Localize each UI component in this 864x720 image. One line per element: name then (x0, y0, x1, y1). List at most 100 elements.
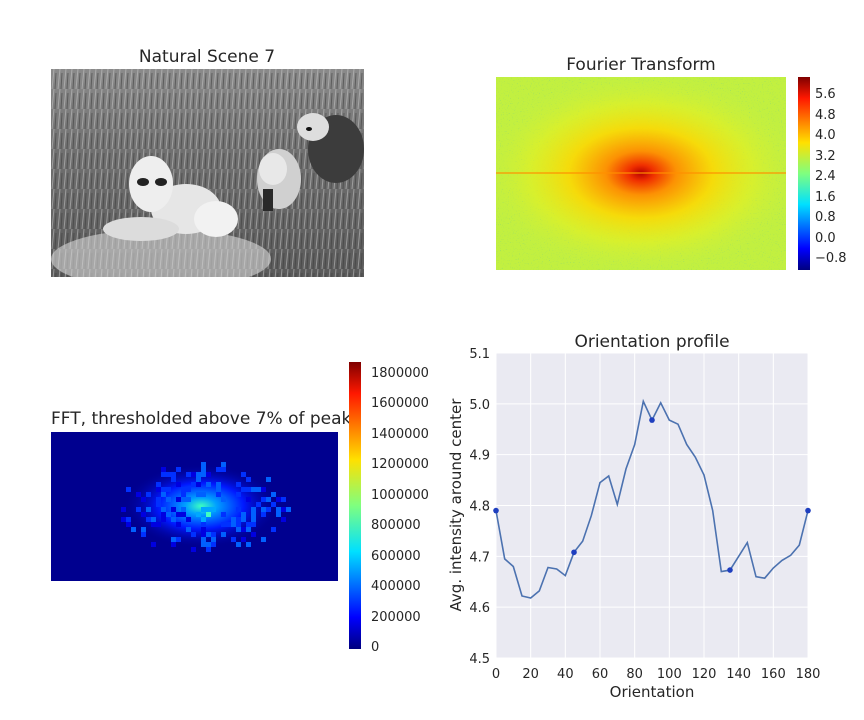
fft_threshold-colorbar-tick: 400000 (371, 579, 421, 595)
fft-cell (201, 462, 206, 467)
y-tick-label: 4.8 (469, 500, 490, 515)
fft-cell (121, 507, 126, 512)
y-tick-label: 5.1 (469, 347, 490, 362)
fft-cell (166, 497, 171, 502)
x-tick-label: 120 (692, 667, 717, 682)
fft-cell (196, 492, 201, 497)
fft-cell (221, 512, 226, 517)
fourier-colorbar-tick: 0.0 (815, 230, 836, 246)
fft-cell (206, 547, 211, 552)
fft-cell (161, 512, 166, 517)
fft-cell (231, 517, 236, 522)
fft-cell (241, 517, 246, 522)
fft-threshold-heatmap (51, 432, 338, 581)
fft-cell (211, 507, 216, 512)
fft_threshold-colorbar-tick: 1000000 (371, 487, 429, 503)
fft-cell (261, 507, 266, 512)
x-tick-label: 0 (492, 667, 500, 682)
orientation-marker (649, 417, 655, 423)
fft-cell (166, 512, 171, 517)
fft-cell (201, 517, 206, 522)
fft-cell (201, 527, 206, 532)
fft-cell (176, 467, 181, 472)
grid-lines (495, 352, 809, 659)
fft-cell (221, 467, 226, 472)
x-tick-label: 100 (657, 667, 682, 682)
fft-cell (231, 537, 236, 542)
fft-cell (221, 497, 226, 502)
fft-cell (196, 482, 201, 487)
fft-cell (246, 497, 251, 502)
fft-cell (176, 482, 181, 487)
fourier-colorbar-tick: 1.6 (815, 189, 836, 205)
fourier-colorbar (798, 77, 810, 270)
fft-cell (271, 492, 276, 497)
y-tick-label: 4.5 (469, 652, 490, 667)
fft-cell (221, 522, 226, 527)
fft-cell (241, 512, 246, 517)
fft-cell (191, 532, 196, 537)
orientation-marker (805, 507, 811, 514)
y-tick-label: 4.6 (469, 601, 490, 616)
fft-cell (191, 482, 196, 487)
fft-cell (206, 512, 211, 517)
fft-cell (276, 497, 281, 502)
fft-cell (166, 487, 171, 492)
fft-cell (211, 542, 216, 547)
fft-cell (206, 507, 211, 512)
y-tick-label: 5.0 (469, 398, 490, 413)
fft-cell (141, 532, 146, 537)
fft-cell (256, 487, 261, 492)
x-tick-label: 80 (626, 667, 643, 682)
fft-cell (131, 527, 136, 532)
fft-cell (146, 517, 151, 522)
fft-cell (246, 487, 251, 492)
fft-cell (141, 497, 146, 502)
fft-cell (191, 547, 196, 552)
orientation-marker (493, 507, 499, 514)
fft-cell (156, 522, 161, 527)
fourier-title: Fourier Transform (566, 55, 716, 75)
fourier-colorbar-tick: 4.8 (815, 107, 836, 123)
fft-cell (176, 497, 181, 502)
fft-cell (266, 507, 271, 512)
fft-cell (216, 467, 221, 472)
fft-cell (181, 492, 186, 497)
orientation-chart-title: Orientation profile (574, 332, 729, 352)
fft-cell (236, 492, 241, 497)
fft-cell (271, 502, 276, 507)
fft-cell (156, 487, 161, 492)
fft-cell (201, 472, 206, 477)
fft-cell (126, 517, 131, 522)
fft-cell (206, 482, 211, 487)
fft-cell (151, 517, 156, 522)
fft_threshold-colorbar-tick: 1600000 (371, 396, 429, 412)
x-tick-label: 40 (557, 667, 574, 682)
fft-cell (206, 542, 211, 547)
orientation-marker (571, 549, 577, 556)
fourier-colorbar-tick: 4.0 (815, 128, 836, 143)
fft-cell (186, 497, 191, 502)
fft-cell (201, 492, 206, 497)
fft-cell (201, 542, 206, 547)
fft-cell (136, 492, 141, 497)
scene-title: Natural Scene 7 (138, 47, 276, 67)
fft-cell (251, 517, 256, 522)
fft-cell (261, 537, 266, 542)
fft-cell (156, 502, 161, 507)
fft-cell (171, 517, 176, 522)
fft-cell (246, 477, 251, 482)
fft-cell (171, 542, 176, 547)
fft-cell (206, 472, 211, 477)
fft-cell (266, 497, 271, 502)
fft_threshold-colorbar-tick: 600000 (371, 548, 421, 564)
fft-cell (236, 507, 241, 512)
fft-cell (246, 522, 251, 527)
fft-cell (236, 527, 241, 532)
fft-cell (201, 537, 206, 542)
fft-cell (171, 507, 176, 512)
y-tick-labels: 4.5 4.6 4.7 4.8 4.9 5.0 5.1 (469, 347, 490, 667)
x-tick-label: 180 (796, 667, 821, 682)
fft-cell (236, 517, 241, 522)
fft-cell (256, 502, 261, 507)
